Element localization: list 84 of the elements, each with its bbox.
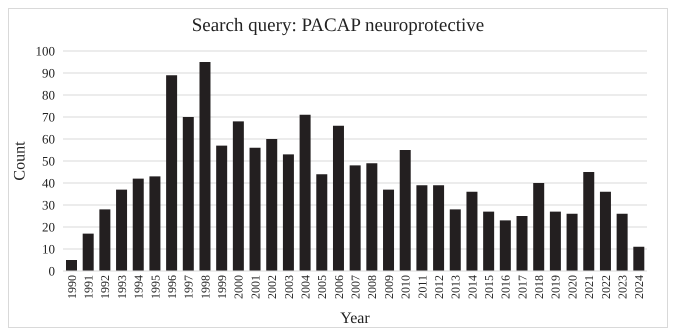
bar [450,209,461,271]
x-tick-label: 2011 [415,275,430,299]
bar [332,126,344,271]
x-tick-label: 2005 [315,275,330,299]
bar [199,62,210,271]
x-tick-label: 1993 [114,275,129,299]
bar [300,114,311,271]
x-tick-label: 1994 [132,275,146,299]
x-tick-label: 1990 [64,275,79,299]
x-tick-label: 2019 [548,275,563,299]
x-tick-label: 2017 [515,275,530,299]
x-tick-label: 1998 [198,275,212,299]
bar [366,163,378,271]
x-tick-label: 1997 [182,275,196,299]
bar [550,212,561,271]
y-tick-label: 40 [42,176,55,191]
bar [282,154,294,271]
bar [566,214,578,271]
bar [66,260,77,271]
x-tick-label: 1992 [98,275,112,299]
bar [132,178,144,271]
bar [149,176,160,271]
bar [583,172,594,271]
bar [182,117,194,271]
x-tick-label: 2002 [265,275,280,299]
bar [266,139,278,271]
bar [466,192,478,271]
x-tick-label: 2006 [332,275,346,299]
bar [500,220,511,271]
bar [316,174,328,271]
bar [616,214,628,271]
bar [433,185,444,271]
x-tick-label: 2009 [382,275,396,299]
x-tick-label: 2015 [482,275,496,299]
bar [483,212,494,271]
y-tick-label: 50 [42,154,55,169]
x-tick-label: 2008 [365,275,380,299]
y-axis-title: Count [12,140,29,181]
x-tick-label: 2012 [432,275,446,299]
x-tick-label: 1995 [148,275,162,299]
x-tick-label: 2004 [298,275,312,299]
bar [82,234,94,271]
bar [633,246,644,271]
x-tick-label: 2000 [232,275,246,299]
x-tick-label: 2014 [465,275,480,299]
bar [232,121,244,271]
bar [416,185,428,271]
x-tick-label: 2001 [248,275,262,299]
bar [516,216,528,271]
y-tick-label: 30 [42,198,55,213]
bar [533,183,544,271]
y-tick-label: 60 [42,132,55,147]
x-tick-label: 2023 [615,275,630,299]
bar [250,148,261,271]
x-tick-label: 1996 [164,275,179,299]
x-tick-label: 2020 [565,275,580,299]
x-axis-title: Year [340,310,370,327]
y-tick-label: 90 [42,66,55,81]
x-tick-label: 2016 [498,275,513,299]
bar [400,150,411,271]
x-tick-label: 2010 [398,275,413,299]
bar [383,190,394,271]
x-tick-label: 1991 [82,275,96,299]
y-tick-label: 100 [36,44,55,59]
bar [99,209,110,271]
x-tick-label: 2022 [598,275,613,299]
x-tick-label: 2003 [282,275,296,299]
x-tick-label: 2018 [532,275,546,299]
y-tick-label: 70 [42,110,55,125]
x-tick-label: 2013 [448,275,463,299]
bar [216,146,228,271]
y-tick-label: 80 [42,88,55,103]
bar [166,75,178,271]
x-tick-label: 2021 [582,275,596,299]
x-tick-label: 2007 [348,275,363,299]
y-tick-label: 10 [42,242,55,257]
bar [350,165,361,271]
x-tick-label: 2024 [632,275,646,299]
chart-title: Search query: PACAP neuroprotective [190,14,486,38]
bar [116,190,128,271]
y-tick-label: 20 [42,220,55,235]
y-tick-label: 0 [48,264,55,279]
bar [600,192,611,271]
x-tick-label: 1999 [215,275,230,299]
